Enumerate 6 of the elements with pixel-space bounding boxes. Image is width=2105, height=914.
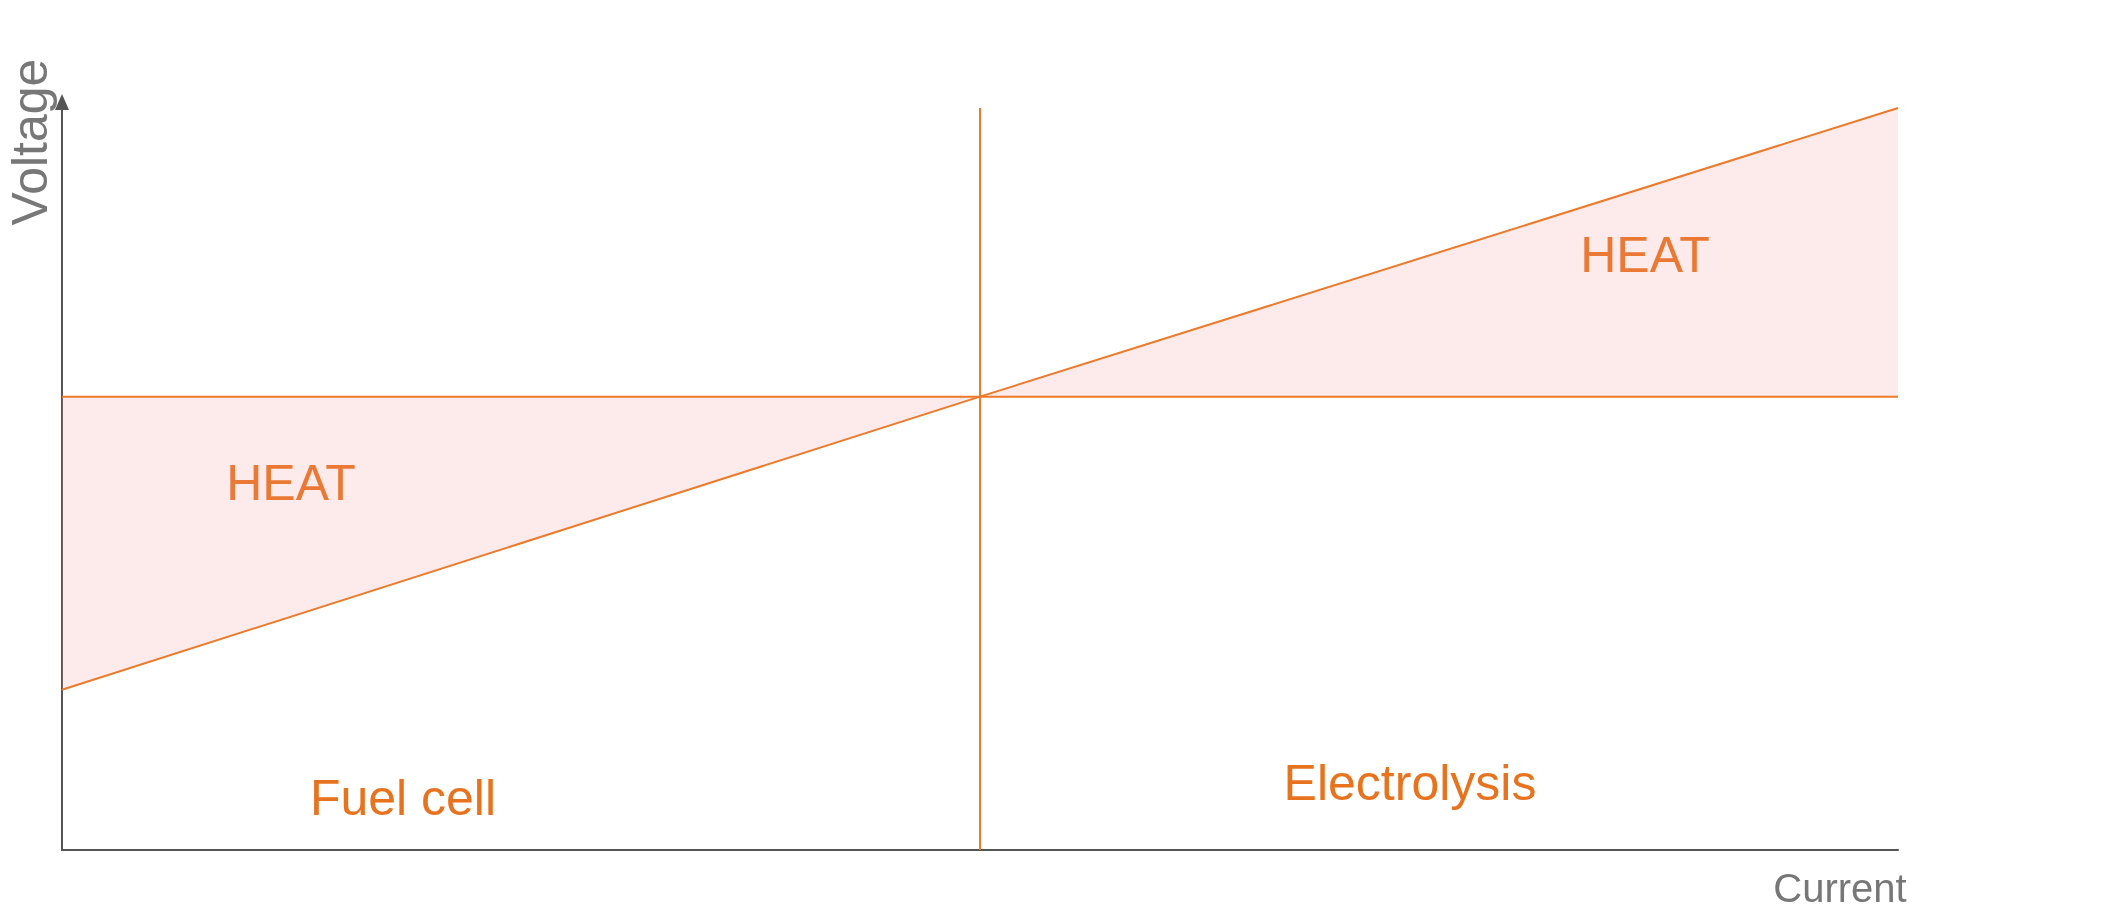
- annotation: Fuel cell: [309, 770, 497, 826]
- annotation: HEAT: [226, 455, 356, 511]
- x-axis-title: Current: [1773, 866, 1907, 910]
- annotation: Electrolysis: [1283, 755, 1537, 811]
- annotation: HEAT: [1580, 227, 1710, 283]
- y-axis-title: Voltage: [2, 58, 58, 226]
